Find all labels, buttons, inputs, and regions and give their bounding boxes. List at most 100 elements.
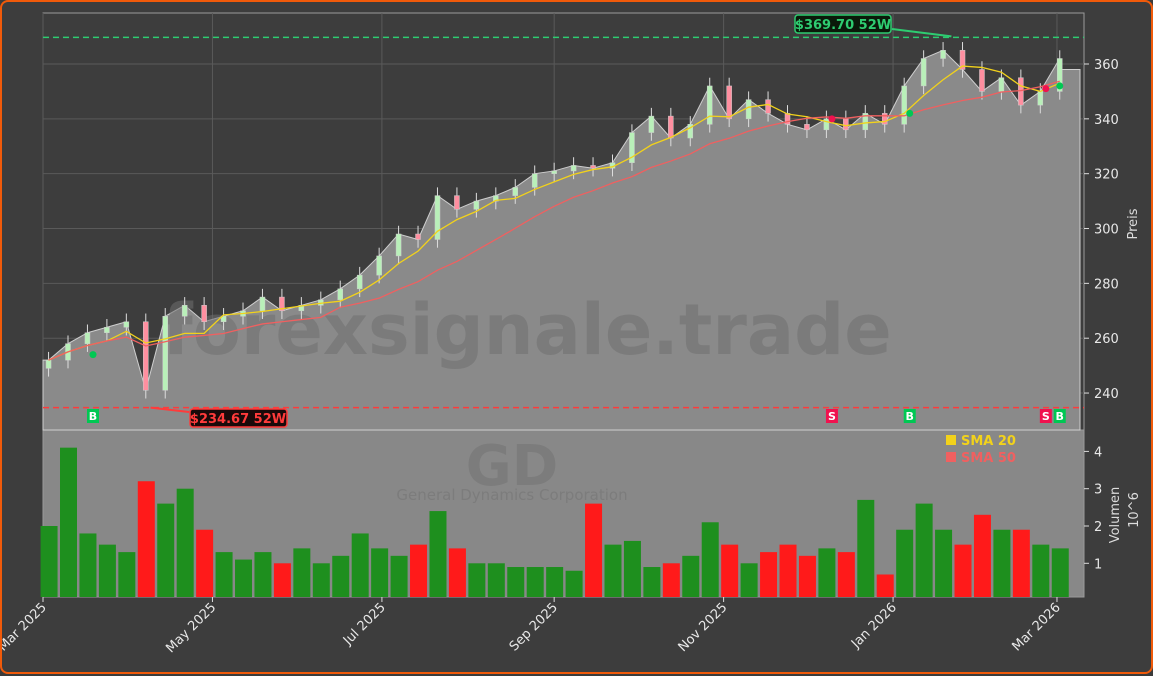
candle-body (201, 305, 207, 322)
buy-signal-dot (1056, 82, 1064, 90)
volume-bar (682, 555, 700, 597)
volume-bar (410, 544, 428, 597)
volume-bar (468, 563, 486, 597)
volume-bar (623, 540, 641, 597)
candle-body (551, 170, 557, 174)
candle-body (415, 233, 421, 240)
candle-body (706, 85, 713, 125)
candle-body (1056, 58, 1063, 92)
volume-bar (118, 552, 136, 597)
volume-bar (662, 563, 680, 597)
price-tick-label: 280 (1094, 277, 1119, 292)
52w-high-badge (794, 14, 892, 34)
buy-signal-dot (89, 351, 97, 359)
candle-body (337, 288, 343, 301)
volume-bar (157, 503, 175, 597)
candle-body (629, 132, 635, 163)
52w-low-arrow (150, 406, 190, 413)
sma-line-sma50 (48, 80, 1060, 361)
watermark: forexsignale.trade (162, 289, 891, 371)
candle-body (901, 85, 907, 125)
candle-body (1018, 77, 1024, 106)
volume-bar (371, 548, 389, 597)
sell-signal-label: S (1042, 410, 1050, 423)
candle-body (259, 296, 266, 312)
candle-body (765, 99, 771, 114)
volume-bar (818, 548, 836, 597)
volume-bar (137, 481, 155, 597)
candle-body (123, 321, 130, 328)
candle-body (356, 274, 363, 290)
volume-bar (993, 529, 1011, 597)
volume-bar (1051, 548, 1069, 597)
volume-bar (760, 552, 778, 597)
volume-bar (507, 567, 525, 597)
price-tick-label: 300 (1094, 223, 1119, 238)
volume-bar (740, 563, 758, 597)
volume-bar (215, 552, 233, 597)
legend-swatch-sma50 (946, 452, 956, 462)
candle-body (45, 359, 52, 369)
date-tick-label: Mar 2025 (2, 600, 50, 654)
candle-body (687, 124, 694, 139)
candle-body (881, 113, 888, 125)
date-tick-label: Jan 2026 (848, 600, 900, 652)
legend-sma50: SMA 50 (961, 451, 1016, 466)
candle-body (512, 187, 519, 196)
candle-body (726, 85, 732, 120)
volume-bar (176, 488, 194, 597)
volume-bar (196, 529, 214, 597)
watermark-company: General Dynamics Corporation (396, 486, 627, 504)
candle-body (531, 173, 538, 188)
candle-body (220, 316, 227, 322)
sell-signal-label: S (828, 410, 836, 423)
volume-bar (954, 544, 972, 597)
volume-tick-label: 2 (1094, 520, 1102, 535)
candle-body (376, 255, 382, 276)
volume-bar (1032, 544, 1050, 597)
candle-body (162, 316, 168, 391)
candle-body (473, 200, 480, 210)
sma-lines (48, 65, 1061, 361)
volume-bar (351, 533, 369, 597)
volume-tick-label: 1 (1094, 557, 1102, 572)
watermark-ticker: GD (466, 434, 558, 499)
volume-bar (448, 548, 466, 597)
candle-body (104, 326, 110, 333)
candle-body (979, 69, 985, 92)
legend-sma20: SMA 20 (961, 434, 1016, 449)
volume-bar (1012, 529, 1030, 597)
volume-tick-label: 4 (1094, 445, 1102, 460)
volume-bar (701, 522, 719, 597)
52w-low-label: $234.67 52W (190, 412, 286, 427)
candle-body (590, 165, 596, 169)
candle-body (823, 118, 830, 131)
52w-high-label: $369.70 52W (795, 18, 891, 33)
candles (45, 42, 1063, 399)
price-axis-label: Preis (1126, 208, 1141, 239)
volume-bar (487, 563, 505, 597)
volume-bar (857, 499, 875, 597)
volume-bar (79, 533, 97, 597)
candle-body (745, 99, 752, 120)
sell-signal-dot (828, 115, 836, 123)
date-tick-label: Mar 2026 (1010, 600, 1064, 654)
volume-bar (312, 563, 330, 597)
candle-body (279, 296, 285, 312)
candle-body (434, 195, 441, 240)
sell-signal-dot (1042, 85, 1050, 93)
buy-signal-label: B (1056, 410, 1064, 423)
candle-body (959, 50, 966, 70)
date-tick-label: Sep 2025 (507, 600, 561, 654)
volume-bar (565, 570, 583, 597)
candle-body (998, 77, 1005, 92)
volume-bar (798, 555, 816, 597)
legend: SMA 20 SMA 50 (946, 434, 1016, 466)
volume-bar (273, 563, 291, 597)
candle-body (181, 305, 188, 317)
volume-bar (935, 529, 953, 597)
volume-bar (837, 552, 855, 597)
buy-signal-label: B (89, 410, 97, 423)
candle-body (454, 195, 460, 210)
